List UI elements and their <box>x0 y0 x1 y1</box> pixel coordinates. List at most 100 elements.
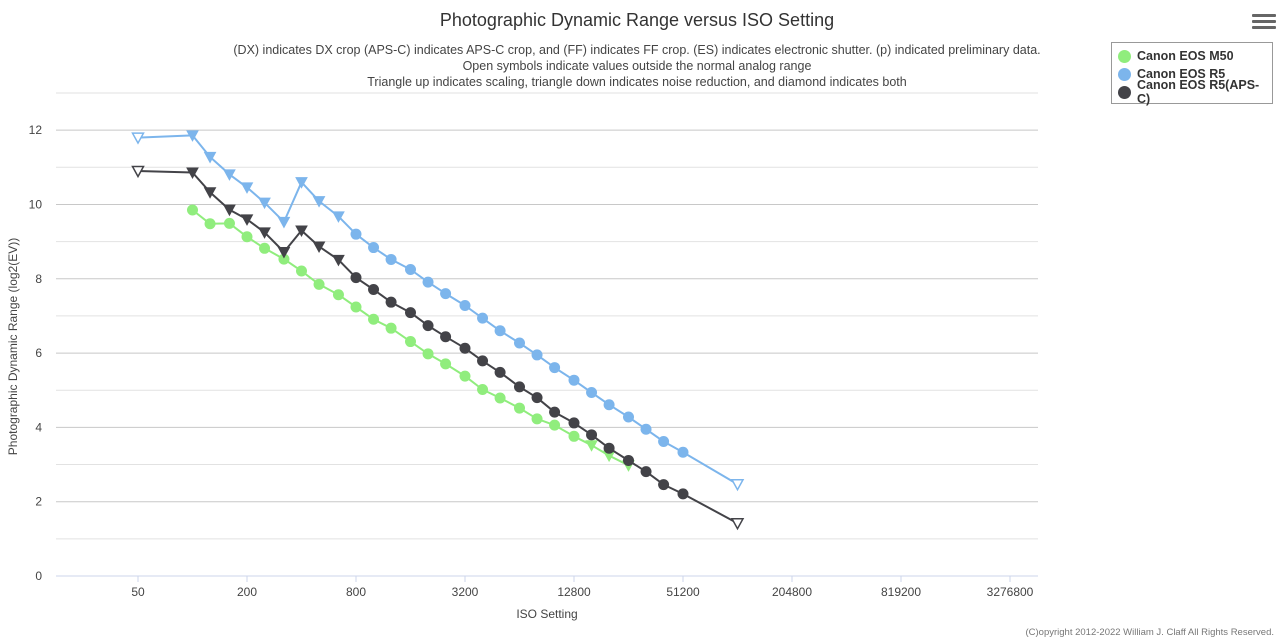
chart-legend: Canon EOS M50 Canon EOS R5 Canon EOS R5(… <box>1111 42 1273 106</box>
data-point-circle <box>603 399 615 411</box>
data-point-circle <box>477 383 489 395</box>
x-tick-label: 12800 <box>557 585 591 599</box>
legend-item-canon-eos-m50[interactable]: Canon EOS M50 <box>1118 47 1234 65</box>
data-point-circle <box>259 242 271 254</box>
data-point-triangle-down <box>223 169 236 181</box>
legend-marker-circle-icon <box>1118 85 1131 99</box>
data-point-circle <box>549 406 561 418</box>
data-point-triangle-down <box>277 247 291 259</box>
data-point-circle <box>385 296 397 308</box>
series-canon-eos-r5 <box>131 130 745 492</box>
data-point-triangle-down <box>240 182 254 194</box>
data-point-triangle-down <box>332 211 345 223</box>
series-group <box>131 130 745 531</box>
data-point-circle <box>422 348 434 360</box>
data-point-circle <box>405 307 416 319</box>
data-point-circle <box>477 312 489 324</box>
data-point-triangle-down <box>312 196 326 208</box>
data-point-circle <box>368 313 380 325</box>
hamburger-menu-icon[interactable] <box>1252 14 1276 34</box>
data-point-circle <box>223 217 235 229</box>
y-axis-title: Photographic Dynamic Range (log2(EV)) <box>6 238 20 455</box>
data-point-triangle-down-open <box>730 517 745 531</box>
data-point-circle <box>296 265 307 277</box>
data-point-circle <box>568 430 580 442</box>
y-tick-label: 10 <box>29 197 43 211</box>
series-canon-eos-m50 <box>187 204 635 472</box>
data-point-triangle-down <box>223 204 236 217</box>
data-point-circle <box>385 253 397 265</box>
data-point-circle <box>586 429 598 441</box>
data-point-triangle-down <box>240 214 254 226</box>
data-point-triangle-down <box>258 197 271 210</box>
data-point-circle <box>332 289 344 301</box>
x-tick-label: 3276800 <box>987 585 1034 599</box>
data-point-circle <box>568 374 580 386</box>
series-canon-eos-r5-aps-c <box>131 165 745 531</box>
y-tick-label: 2 <box>35 495 42 509</box>
data-point-circle <box>568 417 580 429</box>
x-tick-label: 819200 <box>881 585 921 599</box>
chart-subtitle-line-1: (DX) indicates DX crop (APS-C) indicates… <box>233 43 1041 57</box>
data-point-circle <box>658 436 670 448</box>
data-point-circle <box>187 204 198 216</box>
data-point-circle <box>514 337 525 349</box>
data-point-circle <box>278 253 290 265</box>
data-point-triangle-down-open <box>131 132 145 145</box>
data-point-circle <box>350 301 362 313</box>
data-point-circle <box>603 442 615 454</box>
x-axis-title: ISO Setting <box>516 607 577 621</box>
chart-subtitle-line-2: Open symbols indicate values outside the… <box>462 59 812 73</box>
y-tick-label: 8 <box>35 272 42 286</box>
data-point-circle <box>368 242 380 254</box>
legend-label: Canon EOS R5(APS-C) <box>1136 78 1260 106</box>
x-tick-label: 204800 <box>772 585 812 599</box>
data-point-circle <box>405 263 416 275</box>
data-point-circle <box>494 366 506 378</box>
x-tick-label: 800 <box>346 585 366 599</box>
data-point-circle <box>677 488 689 500</box>
legend-item-canon-eos-r5[interactable]: Canon EOS R5 <box>1118 65 1225 83</box>
legend-marker-circle-icon <box>1118 49 1131 63</box>
data-point-circle <box>313 278 325 290</box>
data-point-circle <box>640 466 652 478</box>
data-point-circle <box>514 402 525 414</box>
data-point-circle <box>640 423 652 435</box>
data-point-circle <box>241 231 253 243</box>
data-point-circle <box>531 413 543 425</box>
legend-label: Canon EOS R5 <box>1137 67 1226 81</box>
data-point-circle <box>440 331 452 343</box>
y-tick-label: 12 <box>29 123 43 137</box>
x-tick-label: 50 <box>131 585 145 599</box>
chart-subtitle-line-3: Triangle up indicates scaling, triangle … <box>367 75 907 89</box>
data-point-triangle-down <box>258 227 271 239</box>
data-point-triangle-down <box>585 440 598 452</box>
data-point-circle <box>440 288 452 300</box>
legend-item-canon-eos-r5-aps-c[interactable]: Canon EOS R5(APS-C) <box>1118 78 1272 106</box>
chart-title: Photographic Dynamic Range versus ISO Se… <box>439 10 835 30</box>
data-point-circle <box>477 355 489 367</box>
data-point-circle <box>658 479 670 491</box>
data-point-triangle-down <box>295 225 308 238</box>
data-point-triangle-down <box>203 151 217 164</box>
data-point-triangle-down <box>332 254 345 267</box>
y-tick-label: 6 <box>35 346 42 360</box>
data-point-circle <box>623 411 634 423</box>
legend-marker-circle-icon <box>1118 67 1131 81</box>
data-point-triangle-down <box>277 216 291 229</box>
data-point-circle <box>405 336 416 348</box>
data-point-triangle-down-open <box>131 165 145 179</box>
y-tick-label: 4 <box>35 420 42 434</box>
data-point-triangle-down <box>312 241 326 253</box>
data-point-circle <box>459 370 471 382</box>
x-tick-label: 51200 <box>666 585 700 599</box>
data-point-circle <box>422 276 434 288</box>
data-point-circle <box>422 320 434 332</box>
x-tick-label: 3200 <box>452 585 479 599</box>
y-tick-label: 0 <box>35 569 42 583</box>
data-point-circle <box>459 300 471 312</box>
data-point-circle <box>440 358 452 370</box>
data-point-circle <box>677 446 689 458</box>
legend-label: Canon EOS M50 <box>1137 49 1234 63</box>
